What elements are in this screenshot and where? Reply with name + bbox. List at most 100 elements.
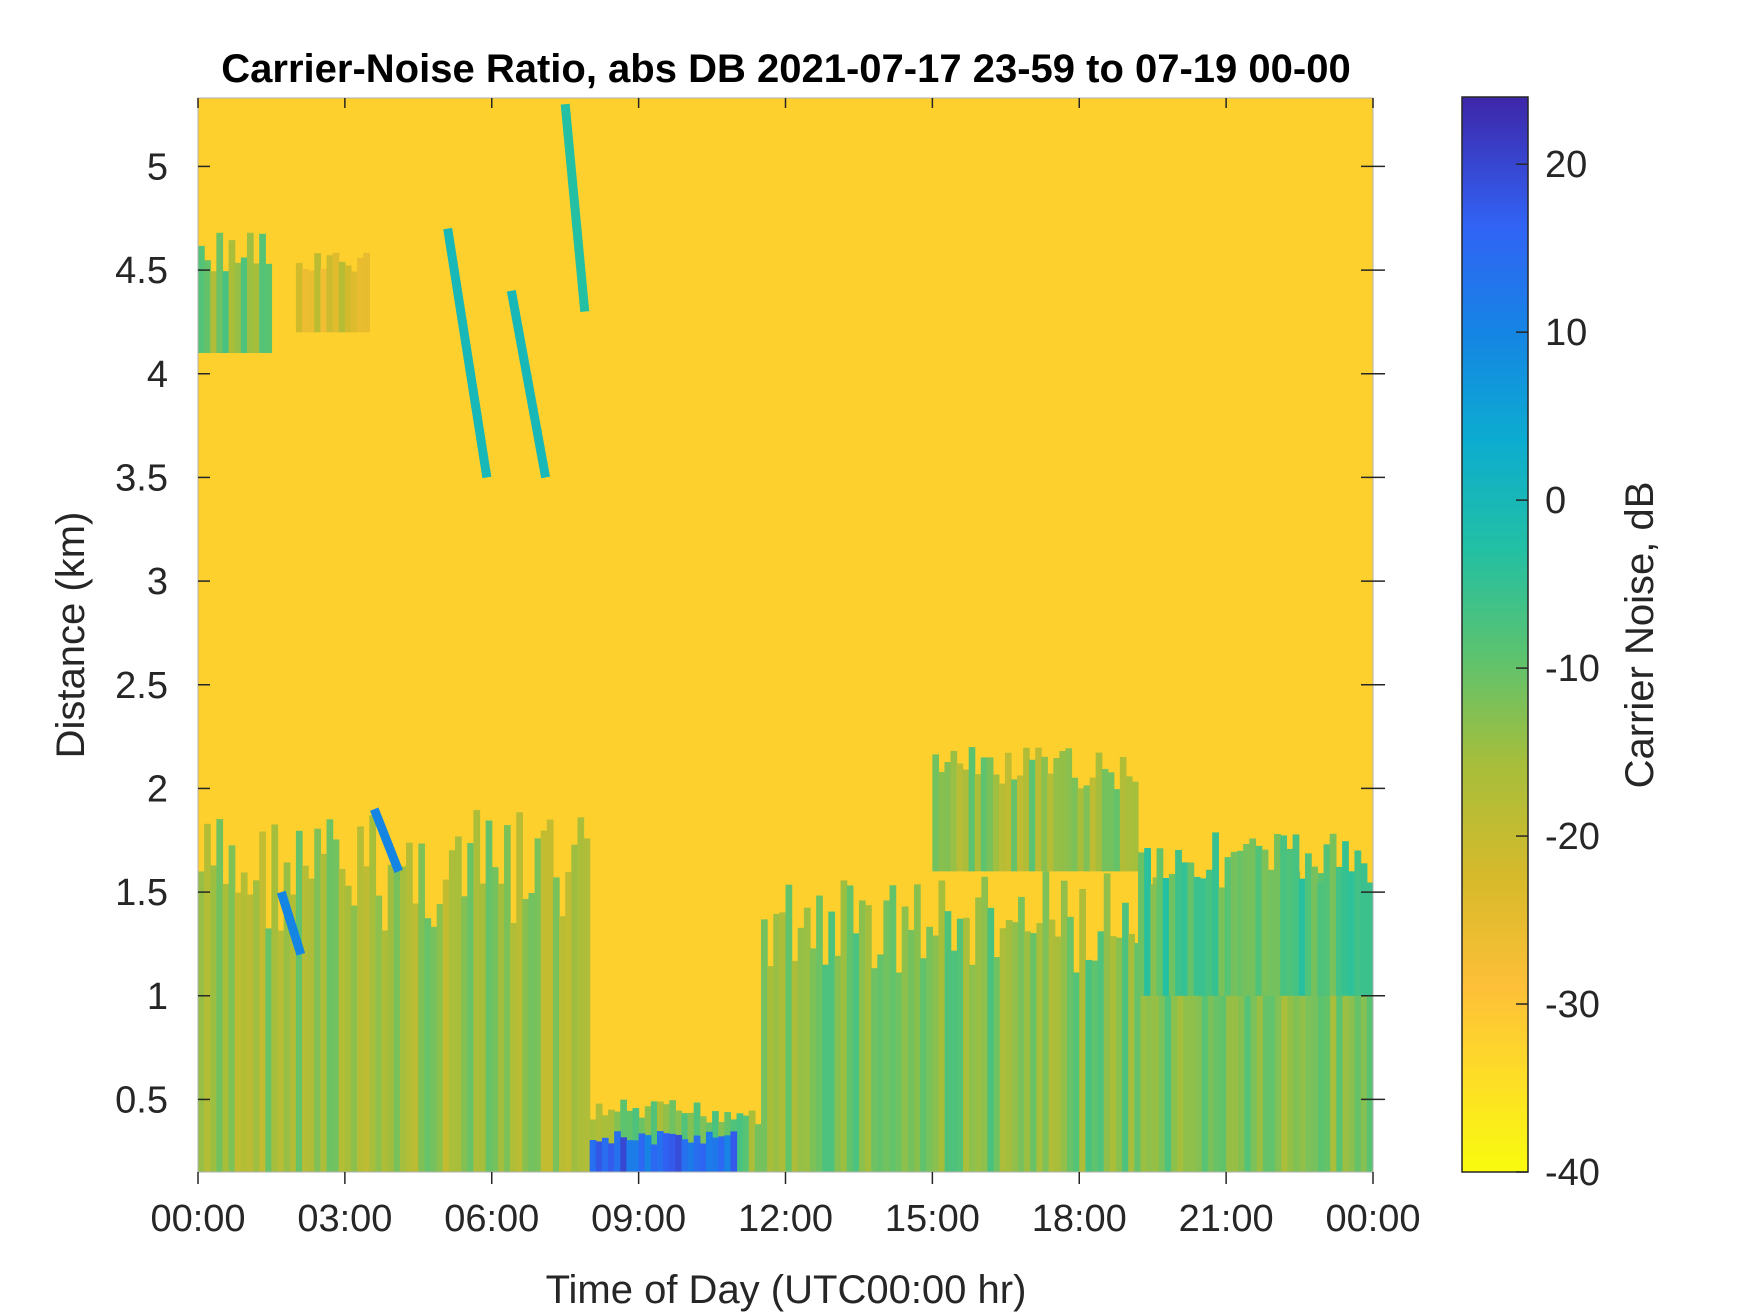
heatmap-cell [314, 253, 321, 333]
colorbar-tick-label: -20 [1545, 816, 1600, 858]
heatmap-cell [228, 845, 236, 1172]
heatmap-cell [246, 894, 254, 1172]
heatmap-cell [1042, 871, 1050, 1172]
heatmap-cell [1220, 908, 1227, 1172]
heatmap-cell [320, 853, 328, 1172]
heatmap-cell [204, 823, 211, 1172]
heatmap-cell [1286, 848, 1294, 996]
heatmap-cell [1053, 758, 1060, 872]
heatmap-cell [240, 872, 248, 1172]
heatmap-cell [1158, 923, 1166, 1172]
heatmap-cell [234, 892, 242, 1172]
colorbar-tick-label: 0 [1545, 480, 1566, 522]
heatmap-cell [1131, 781, 1139, 872]
heatmap-cell [216, 232, 224, 354]
heatmap-cell [1023, 747, 1030, 872]
heatmap-cell [1189, 883, 1197, 1172]
heatmap-region [198, 232, 273, 354]
heatmap-cell [1054, 936, 1062, 1172]
heatmap-cell [522, 898, 530, 1172]
heatmap-cell [687, 1112, 695, 1172]
heatmap-cells [198, 98, 1373, 1172]
heatmap-cell [767, 966, 774, 1172]
heatmap-cell [534, 838, 542, 1172]
heatmap-cell [1255, 845, 1263, 996]
heatmap-cell [393, 864, 401, 1172]
heatmap-cell [253, 880, 260, 1172]
heatmap-cell [681, 1139, 689, 1172]
heatmap-cell [1305, 874, 1313, 1172]
y-tick-label: 0.5 [115, 1079, 168, 1121]
heatmap-cell [669, 1133, 676, 1172]
heatmap-cell [1065, 748, 1073, 872]
heatmap-cell [234, 262, 242, 354]
heatmap-cell [632, 1108, 640, 1172]
heatmap-cell [1144, 847, 1151, 996]
heatmap-cell [491, 867, 499, 1172]
colorbar-fill [1461, 96, 1529, 1173]
heatmap-cell [797, 927, 805, 1172]
heatmap-cell [1109, 936, 1117, 1172]
heatmap-cell [265, 928, 273, 1172]
x-axis-label: Time of Day (UTC00:00 hr) [546, 1268, 1027, 1312]
heatmap-cell [956, 918, 964, 1172]
y-tick-label: 3 [147, 561, 168, 603]
heatmap-cell [259, 831, 266, 1172]
heatmap-cell [277, 930, 285, 1172]
heatmap-cell [418, 843, 426, 1172]
heatmap-cell [895, 972, 903, 1172]
heatmap-cell [1079, 888, 1086, 1172]
heatmap-cell [1324, 916, 1331, 1172]
heatmap-cell [1206, 869, 1213, 996]
heatmap-cell [742, 1115, 750, 1172]
colorbar-tick-label: 10 [1545, 312, 1587, 354]
heatmap-cell [253, 263, 260, 354]
heatmap-cell [198, 871, 205, 1172]
heatmap-cell [326, 819, 334, 1172]
heatmap-cell [1250, 882, 1258, 1172]
heatmap-cell [998, 783, 1006, 872]
heatmap-cell [1115, 937, 1123, 1172]
heatmap-cell [1011, 922, 1019, 1172]
heatmap-cell [1243, 843, 1250, 996]
heatmap-cell [589, 1140, 597, 1172]
heatmap-cell [271, 824, 279, 1172]
heatmap-cell [1366, 882, 1373, 996]
heatmap-cell [1267, 869, 1275, 996]
heatmap-cell [228, 240, 236, 354]
heatmap-cell [834, 955, 842, 1172]
plot-area [197, 97, 1374, 1173]
colorbar-tick-label: -30 [1545, 984, 1600, 1026]
heatmap-cell [1035, 747, 1042, 872]
heatmap-cell [632, 1140, 640, 1172]
heatmap-cell [412, 903, 419, 1172]
colorbar-tick-label: 20 [1545, 144, 1587, 186]
heatmap-cell [357, 257, 364, 333]
heatmap-cell [448, 850, 456, 1172]
heatmap-cell [583, 838, 591, 1172]
x-tick-label: 18:00 [1032, 1198, 1127, 1240]
heatmap-cell [1317, 873, 1325, 1172]
y-tick-label: 4 [147, 354, 168, 396]
heatmap-cell [620, 1137, 627, 1172]
heatmap-cell [595, 1103, 603, 1172]
heatmap-cell [730, 1131, 738, 1172]
heatmap-cell [1311, 866, 1318, 996]
colorbar-tick-label: -40 [1545, 1152, 1600, 1194]
y-tick-label: 2 [147, 768, 168, 810]
heatmap-cell [1261, 849, 1269, 996]
heatmap-cell [944, 911, 952, 1172]
heatmap-cell [295, 263, 303, 333]
heatmap-cell [1164, 926, 1172, 1172]
heatmap-cell [1366, 911, 1373, 1172]
colorbar-ticks: 20 10 0 -10 -20 -30 -40 [1516, 144, 1600, 1194]
heatmap-cell [650, 1144, 658, 1172]
heatmap-cell [938, 771, 946, 872]
heatmap-cell [840, 880, 848, 1172]
heatmap-cell [1348, 903, 1356, 1172]
heatmap-cell [1230, 851, 1238, 996]
heatmap-cell [1348, 871, 1356, 996]
heatmap-cell [1212, 832, 1219, 996]
heatmap-cell [1060, 880, 1068, 1172]
heatmap-cell [387, 864, 395, 1172]
